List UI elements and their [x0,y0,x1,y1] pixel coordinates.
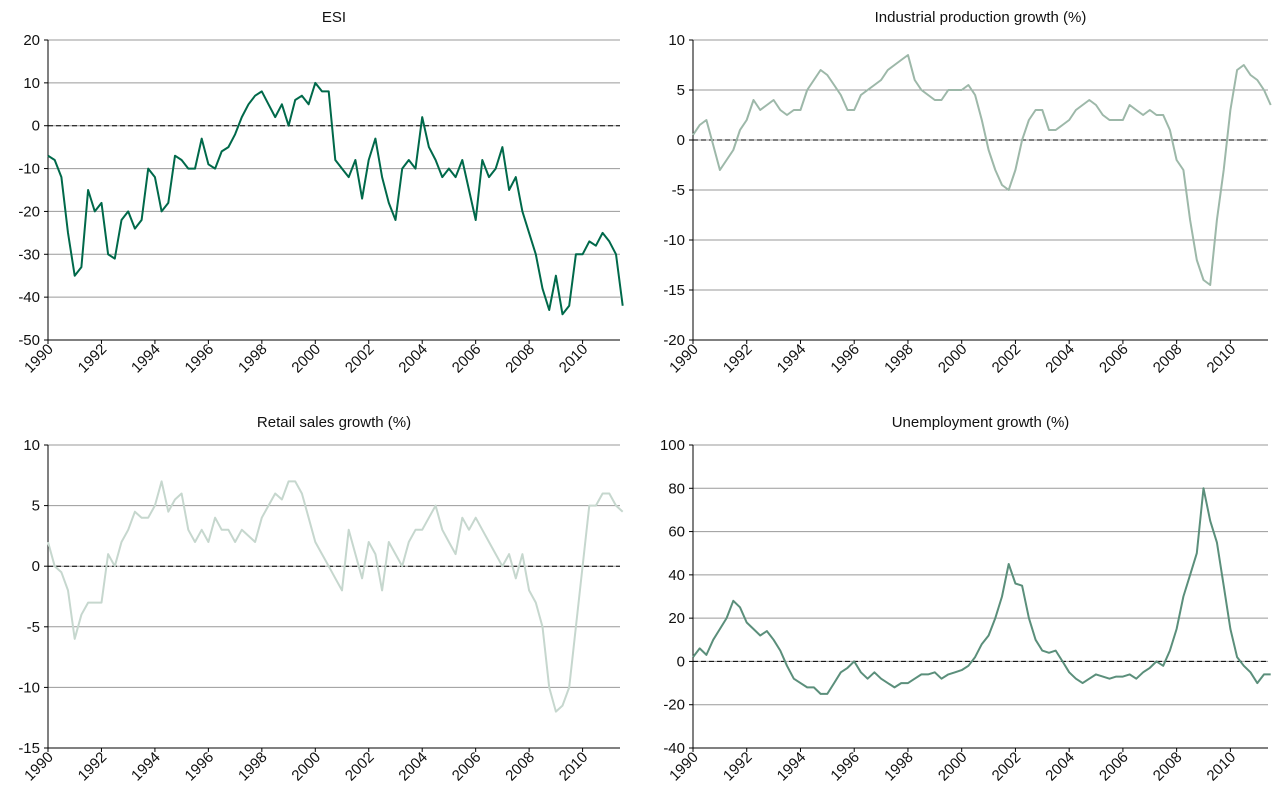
data-line [692,54,1272,286]
x-tick-label: 1994 [128,749,164,785]
x-tick-label: 2010 [556,749,592,785]
y-tick-label: -10 [18,161,40,178]
x-tick-label: 2004 [1042,341,1078,377]
x-tick-label: 1992 [75,749,111,785]
data-line [47,81,624,316]
chart-title: Retail sales growth (%) [257,414,411,431]
x-tick-label: 2006 [1096,341,1132,377]
y-tick-label: 0 [677,132,685,149]
x-tick-label: 2008 [1150,749,1186,785]
y-tick-label: -40 [663,740,685,757]
y-tick-label: -5 [27,619,40,636]
x-tick-label: 2004 [395,341,431,377]
y-tick-label: 20 [668,610,685,627]
y-tick-label: 100 [660,437,685,454]
x-tick-label: 2002 [342,341,378,377]
y-tick-label: -10 [18,679,40,696]
x-tick-label: 1992 [720,749,756,785]
x-tick-label: 1996 [827,341,863,377]
x-tick-label: 1996 [182,749,218,785]
x-tick-label: 1994 [128,341,164,377]
y-tick-label: -15 [663,282,685,299]
y-tick-label: 40 [668,567,685,584]
x-tick-label: 2004 [395,749,431,785]
x-tick-label: 2002 [989,341,1025,377]
x-tick-label: 2008 [502,341,538,377]
y-tick-label: 80 [668,480,685,497]
y-tick-label: -15 [18,740,40,757]
x-tick-label: 1998 [881,749,917,785]
y-tick-label: 60 [668,524,685,541]
y-tick-label: -20 [663,697,685,714]
x-tick-label: 2000 [935,341,971,377]
x-tick-label: 1998 [235,749,271,785]
x-tick-label: 2000 [288,749,324,785]
y-tick-label: 5 [32,498,40,515]
data-line [47,480,624,713]
data-line [692,487,1271,695]
y-tick-label: -20 [663,332,685,349]
x-tick-label: 2006 [449,341,485,377]
y-tick-label: -20 [18,203,40,220]
x-tick-label: 1998 [235,341,271,377]
y-tick-label: 0 [32,118,40,135]
x-tick-label: 1994 [774,749,810,785]
x-tick-label: 2002 [989,749,1025,785]
x-tick-label: 1992 [720,341,756,377]
x-tick-label: 2004 [1042,749,1078,785]
y-tick-label: 0 [32,558,40,575]
x-tick-label: 1996 [182,341,218,377]
y-tick-label: -40 [18,289,40,306]
chart-title: Unemployment growth (%) [892,414,1070,431]
y-tick-label: 5 [677,82,685,99]
x-tick-label: 2008 [502,749,538,785]
x-tick-label: 1992 [75,341,111,377]
y-tick-label: 10 [23,437,40,454]
y-tick-label: -30 [18,246,40,263]
x-tick-label: 2000 [288,341,324,377]
x-tick-label: 2010 [556,341,592,377]
chart-title: Industrial production growth (%) [875,9,1087,26]
x-tick-label: 2006 [1096,749,1132,785]
y-tick-label: 10 [668,32,685,49]
x-tick-label: 2000 [935,749,971,785]
y-tick-label: -5 [672,182,685,199]
y-tick-label: 20 [23,32,40,49]
x-tick-label: 2010 [1204,341,1240,377]
x-tick-label: 2006 [449,749,485,785]
x-tick-label: 1998 [881,341,917,377]
x-tick-label: 2002 [342,749,378,785]
chart-title: ESI [322,9,346,26]
x-tick-label: 1996 [827,749,863,785]
y-tick-label: 0 [677,653,685,670]
x-tick-label: 2010 [1204,749,1240,785]
y-tick-label: 10 [23,75,40,92]
x-tick-label: 2008 [1150,341,1186,377]
y-tick-label: -50 [18,332,40,349]
x-tick-label: 1994 [774,341,810,377]
y-tick-label: -10 [663,232,685,249]
